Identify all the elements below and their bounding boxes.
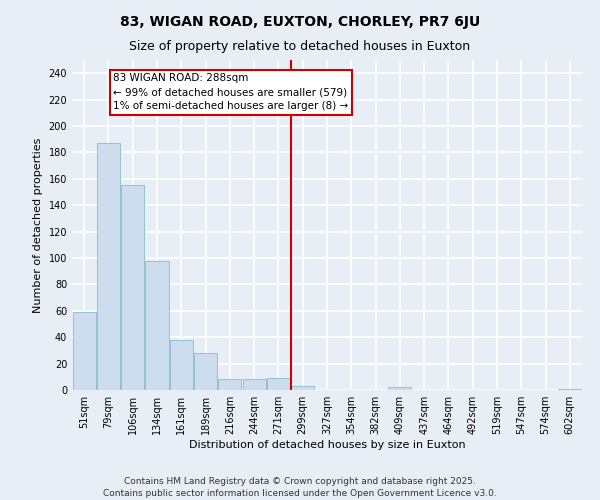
Bar [242,380,266,390]
Bar [388,388,412,390]
Bar [97,143,120,390]
Bar [145,260,169,390]
Bar [218,380,241,390]
Bar [291,386,314,390]
Bar [121,186,144,390]
Bar [267,378,290,390]
Bar [170,340,193,390]
Text: 83, WIGAN ROAD, EUXTON, CHORLEY, PR7 6JU: 83, WIGAN ROAD, EUXTON, CHORLEY, PR7 6JU [120,15,480,29]
Text: Contains HM Land Registry data © Crown copyright and database right 2025.
Contai: Contains HM Land Registry data © Crown c… [103,476,497,498]
Bar [194,353,217,390]
X-axis label: Distribution of detached houses by size in Euxton: Distribution of detached houses by size … [188,440,466,450]
Y-axis label: Number of detached properties: Number of detached properties [33,138,43,312]
Text: Size of property relative to detached houses in Euxton: Size of property relative to detached ho… [130,40,470,53]
Bar [559,388,581,390]
Text: 83 WIGAN ROAD: 288sqm
← 99% of detached houses are smaller (579)
1% of semi-deta: 83 WIGAN ROAD: 288sqm ← 99% of detached … [113,73,349,111]
Bar [73,312,95,390]
